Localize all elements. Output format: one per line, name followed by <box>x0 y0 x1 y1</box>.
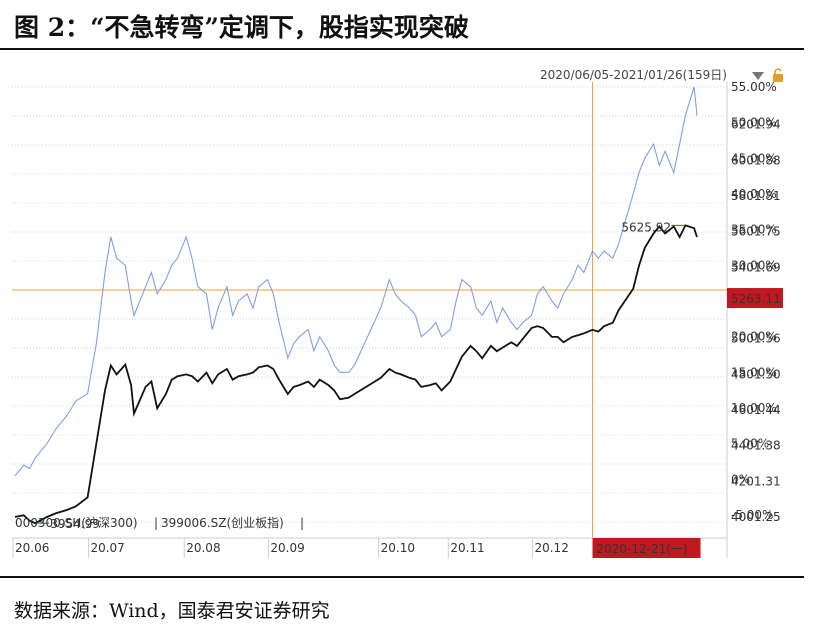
y-right-tick: 55.00% <box>731 80 777 94</box>
cursor-date-badge: 2020-12-21(一) <box>592 538 701 558</box>
y-left-tick: 4401.38 <box>731 439 781 453</box>
dropdown-icon[interactable] <box>752 72 764 80</box>
y-left-tick: 6201.94 <box>731 118 781 132</box>
y-left-tick: 4801.50 <box>731 367 781 381</box>
left-axis-ticks: 6201.946001.885801.815601.755401.695201.… <box>731 118 781 524</box>
x-tick-label: 20.09 <box>270 541 304 555</box>
cursor-date-text: 2020-12-21(一) <box>597 542 688 556</box>
series-line-csi300 <box>14 224 698 525</box>
min-annotation: 3954.99 <box>35 517 100 531</box>
y-left-tick: 5001.56 <box>731 332 781 346</box>
y-right-tick: 40.00% <box>731 187 777 201</box>
y-right-tick: 20.00% <box>731 330 777 344</box>
max-annotation: 5625.92 <box>621 220 686 234</box>
x-tick-label: 20.12 <box>534 541 568 555</box>
right-axis-ticks: 55.00%50.00%45.00%40.00%35.00%30.00%25.0… <box>731 80 777 522</box>
source-note: 数据来源：Wind，国泰君安证券研究 <box>14 600 330 622</box>
max-label: 5625.92 <box>621 220 671 234</box>
y-right-tick: 30.00% <box>731 258 777 272</box>
top-rule <box>0 48 804 50</box>
y-right-tick: 10.00% <box>731 401 777 415</box>
legend-separator: | <box>154 516 158 530</box>
x-axis-ticks: 20.06 20.07 20.08 20.09 20.10 20.11 20.12 <box>12 538 569 558</box>
y-right-tick: 35.00% <box>731 223 777 237</box>
cursor-value-text: 5263.11 <box>731 292 781 306</box>
y-left-tick: 4201.31 <box>731 474 781 488</box>
y-right-tick: 45.00% <box>731 151 777 165</box>
y-left-tick: 5401.69 <box>731 260 781 274</box>
x-tick-label: 20.08 <box>186 541 220 555</box>
date-range-label: 2020/06/05-2021/01/26(159日) <box>540 68 727 82</box>
series-line-chinext <box>14 86 698 477</box>
legend-trailing: | <box>300 516 304 530</box>
y-right-tick: 5.00% <box>731 437 769 451</box>
x-tick-label: 20.11 <box>450 541 484 555</box>
y-right-tick: 50.00% <box>731 116 777 130</box>
y-left-tick: 6001.88 <box>731 153 781 167</box>
chart-area: 2020/06/05-2021/01/26(159日) 6201.94 6001.… <box>12 68 783 558</box>
legend: 000300.SH(沪深300) | 399006.SZ(创业板指) | <box>15 515 304 530</box>
y-left-tick: 5801.81 <box>731 189 781 203</box>
y-left-tick: 4001.25 <box>731 510 781 524</box>
x-tick-label: 20.10 <box>381 541 415 555</box>
y-right-tick: 15.00% <box>731 365 777 379</box>
y-right-tick: -5.00% <box>731 508 773 522</box>
legend-series1[interactable]: 000300.SH(沪深300) <box>15 516 138 530</box>
y-right-tick: 0% <box>731 472 750 486</box>
lock-icon[interactable] <box>773 68 783 82</box>
grid-lines <box>12 86 727 523</box>
figure-title: 图 2：“不急转弯”定调下，股指实现突破 <box>14 13 469 42</box>
y-left-tick: 4601.44 <box>731 403 781 417</box>
x-tick-label: 20.06 <box>15 541 49 555</box>
min-label: 3954.99 <box>50 517 100 531</box>
bottom-rule <box>0 576 804 578</box>
y-left-tick: 5601.75 <box>731 225 781 239</box>
x-tick-label: 20.07 <box>90 541 124 555</box>
legend-series2[interactable]: 399006.SZ(创业板指) <box>161 515 284 530</box>
cursor-value-badge: 5263.11 <box>727 288 783 309</box>
